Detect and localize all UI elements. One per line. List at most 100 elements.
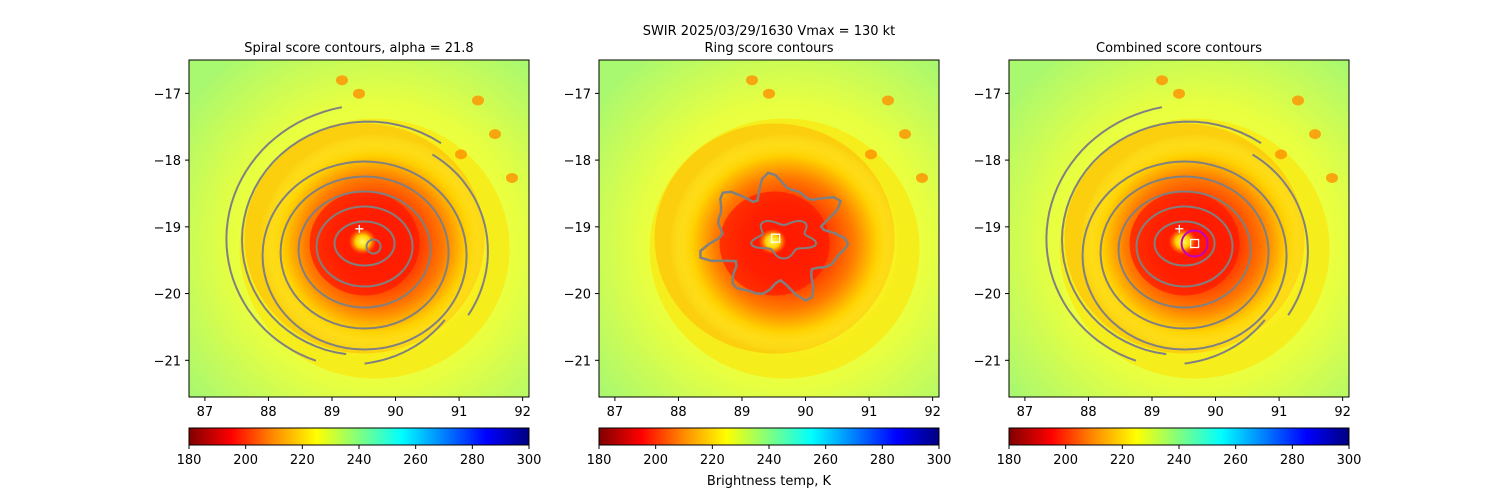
closed-contour [333, 220, 396, 267]
x-tick-label: 90 [797, 405, 814, 420]
x-tick-label: 87 [607, 405, 624, 420]
spiral-arc-4 [1184, 319, 1266, 365]
x-tick-label: 91 [861, 405, 878, 420]
colorbar-tick-label: 260 [403, 453, 428, 468]
ring-contour-inner [749, 219, 818, 260]
panel-1: Spiral score contours, alpha = 21.8 87 88 8… [154, 41, 542, 468]
colorbar-tick-label: 220 [700, 453, 725, 468]
panel-3: Combined score contours 87 88 89 90 91 92 −17 −1… [974, 41, 1362, 468]
y-tick-label: −19 [564, 221, 591, 236]
eye-contour [365, 238, 382, 255]
colorbar: 180 200 220 240 260 280 300 [997, 427, 1362, 468]
brightness-image [189, 60, 529, 397]
axes-frame [598, 59, 940, 398]
closed-contour [315, 205, 414, 288]
x-tick-label: 90 [387, 405, 404, 420]
closed-contour [1117, 190, 1252, 309]
panel-title: Ring score contours [704, 41, 833, 56]
colorbar-tick-label: 240 [757, 453, 782, 468]
x-tick-label: 87 [1017, 405, 1034, 420]
spiral-arc-3 [1251, 153, 1309, 316]
colorbar-tick-label: 260 [813, 453, 838, 468]
colorbar-tick-label: 200 [233, 453, 258, 468]
contours [699, 171, 850, 302]
y-tick-label: −18 [564, 154, 591, 169]
colorbar-gradient [1008, 427, 1350, 446]
spiral-arc-1 [240, 120, 442, 356]
colorbar-tick-label: 200 [1053, 453, 1078, 468]
cloud-cell [1292, 95, 1304, 106]
fit-circle [1180, 229, 1209, 258]
closed-contour [297, 190, 432, 309]
colorbar-label: Brightness temp, K [707, 474, 832, 489]
spiral-arc-2 [1045, 106, 1163, 362]
cloud-cell [1275, 149, 1287, 160]
x-tick-label: 92 [514, 405, 531, 420]
y-tick-label: −21 [564, 354, 591, 369]
colorbar: 180 200 220 240 260 280 300 [177, 427, 541, 468]
spiral-arc-3 [431, 153, 489, 316]
colorbar-tick-label: 260 [1223, 453, 1248, 468]
y-tick-label: −20 [154, 288, 181, 303]
cloud-cell [455, 149, 467, 160]
x-tick-label: 92 [924, 405, 941, 420]
y-tick-label: −19 [974, 221, 1001, 236]
y-tick-label: −18 [974, 154, 1001, 169]
y-tick-label: −20 [974, 288, 1001, 303]
cloud-cell [882, 95, 894, 106]
panel-2: Ring score contours 87 88 89 90 91 92 −17 −18 −19… [564, 41, 952, 489]
colorbar-tick-label: 220 [1110, 453, 1135, 468]
colorbar-tick-label: 180 [177, 453, 202, 468]
x-tick-label: 89 [734, 405, 751, 420]
colorbar-gradient [598, 427, 940, 446]
cloud-cell [336, 75, 348, 86]
cloud-cell [1173, 88, 1185, 99]
colorbar-tick-label: 300 [1337, 453, 1362, 468]
cloud-cell [472, 95, 484, 106]
brightness-image [1009, 60, 1349, 397]
first-guess-marker [355, 224, 364, 233]
cloud-cell [746, 75, 758, 86]
colorbar-gradient [188, 427, 530, 446]
ring-contour-outer [699, 171, 850, 302]
colorbar-tick-label: 180 [997, 453, 1022, 468]
axes-frame [188, 59, 530, 398]
closed-contour [1081, 160, 1288, 351]
closed-contour [261, 160, 468, 351]
x-tick-label: 88 [260, 405, 277, 420]
cloud-cell [763, 88, 775, 99]
cloud-cell [353, 88, 365, 99]
x-tick-label: 87 [197, 405, 214, 420]
spiral-arc-1 [1060, 120, 1262, 356]
center-marker [771, 233, 781, 243]
colorbar-tick-label: 280 [1280, 453, 1305, 468]
brightness-image [599, 60, 939, 397]
suptitle: SWIR 2025/03/29/1630 Vmax = 130 kt [643, 24, 896, 39]
x-tick-label: 89 [1144, 405, 1161, 420]
closed-contour [1135, 205, 1234, 288]
y-tick-label: −17 [564, 87, 591, 102]
x-tick-label: 91 [1271, 405, 1288, 420]
cloud-cell [899, 129, 911, 140]
colorbar: 180 200 220 240 260 280 300 Brightness temp, K [587, 427, 952, 489]
y-tick-label: −21 [154, 354, 181, 369]
spiral-arc-4 [364, 319, 446, 365]
colorbar-tick-label: 280 [870, 453, 895, 468]
y-tick-label: −20 [564, 288, 591, 303]
colorbar-tick-label: 300 [927, 453, 952, 468]
x-tick-label: 88 [670, 405, 687, 420]
eye [348, 228, 377, 255]
y-tick-label: −17 [154, 87, 181, 102]
panels-group: Spiral score contours, alpha = 21.8 87 88 8… [154, 41, 1362, 489]
colorbar-tick-label: 240 [1167, 453, 1192, 468]
center-marker [1189, 238, 1200, 249]
cloud-cell [1326, 172, 1338, 183]
y-tick-label: −19 [154, 221, 181, 236]
cloud-cell [506, 172, 518, 183]
cloud-cell [916, 172, 928, 183]
x-tick-label: 90 [1207, 405, 1224, 420]
closed-contour [279, 175, 450, 330]
colorbar-tick-label: 200 [643, 453, 668, 468]
cloud-cell [865, 149, 877, 160]
